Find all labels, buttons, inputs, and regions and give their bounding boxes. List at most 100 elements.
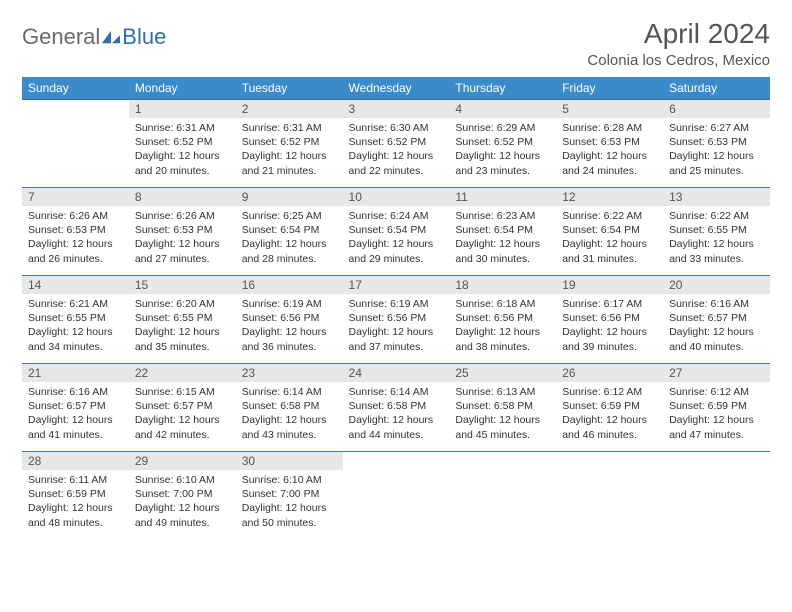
day-details: Sunrise: 6:26 AMSunset: 6:53 PMDaylight:… <box>22 206 129 270</box>
day-number: 19 <box>556 276 663 294</box>
location-label: Colonia los Cedros, Mexico <box>587 52 770 69</box>
day-number: 28 <box>22 452 129 470</box>
day-number: 2 <box>236 100 343 118</box>
calendar-cell: 15Sunrise: 6:20 AMSunset: 6:55 PMDayligh… <box>129 276 236 364</box>
day-details: Sunrise: 6:12 AMSunset: 6:59 PMDaylight:… <box>556 382 663 446</box>
day-number: 14 <box>22 276 129 294</box>
day-details: Sunrise: 6:31 AMSunset: 6:52 PMDaylight:… <box>129 118 236 182</box>
calendar-cell: 30Sunrise: 6:10 AMSunset: 7:00 PMDayligh… <box>236 452 343 540</box>
day-number: 16 <box>236 276 343 294</box>
day-number: 29 <box>129 452 236 470</box>
calendar-head: SundayMondayTuesdayWednesdayThursdayFrid… <box>22 77 770 100</box>
day-details: Sunrise: 6:31 AMSunset: 6:52 PMDaylight:… <box>236 118 343 182</box>
calendar-cell: 12Sunrise: 6:22 AMSunset: 6:54 PMDayligh… <box>556 188 663 276</box>
day-details: Sunrise: 6:21 AMSunset: 6:55 PMDaylight:… <box>22 294 129 358</box>
day-number: 4 <box>449 100 556 118</box>
title-block: April 2024 Colonia los Cedros, Mexico <box>587 18 770 69</box>
calendar-cell <box>343 452 450 540</box>
day-number: 12 <box>556 188 663 206</box>
weekday-header: Thursday <box>449 77 556 100</box>
day-number: 15 <box>129 276 236 294</box>
calendar-cell: 24Sunrise: 6:14 AMSunset: 6:58 PMDayligh… <box>343 364 450 452</box>
calendar-cell: 22Sunrise: 6:15 AMSunset: 6:57 PMDayligh… <box>129 364 236 452</box>
day-number: 6 <box>663 100 770 118</box>
day-details: Sunrise: 6:29 AMSunset: 6:52 PMDaylight:… <box>449 118 556 182</box>
day-details: Sunrise: 6:15 AMSunset: 6:57 PMDaylight:… <box>129 382 236 446</box>
day-details: Sunrise: 6:22 AMSunset: 6:55 PMDaylight:… <box>663 206 770 270</box>
weekday-header: Wednesday <box>343 77 450 100</box>
calendar-cell: 1Sunrise: 6:31 AMSunset: 6:52 PMDaylight… <box>129 100 236 188</box>
calendar-cell <box>22 100 129 188</box>
weekday-header: Sunday <box>22 77 129 100</box>
calendar-cell: 6Sunrise: 6:27 AMSunset: 6:53 PMDaylight… <box>663 100 770 188</box>
calendar-cell: 26Sunrise: 6:12 AMSunset: 6:59 PMDayligh… <box>556 364 663 452</box>
calendar-cell <box>663 452 770 540</box>
calendar-cell: 16Sunrise: 6:19 AMSunset: 6:56 PMDayligh… <box>236 276 343 364</box>
calendar-cell: 21Sunrise: 6:16 AMSunset: 6:57 PMDayligh… <box>22 364 129 452</box>
calendar-cell: 27Sunrise: 6:12 AMSunset: 6:59 PMDayligh… <box>663 364 770 452</box>
day-number: 8 <box>129 188 236 206</box>
calendar-cell: 19Sunrise: 6:17 AMSunset: 6:56 PMDayligh… <box>556 276 663 364</box>
day-details: Sunrise: 6:10 AMSunset: 7:00 PMDaylight:… <box>129 470 236 534</box>
day-number: 7 <box>22 188 129 206</box>
calendar-cell: 9Sunrise: 6:25 AMSunset: 6:54 PMDaylight… <box>236 188 343 276</box>
day-number: 30 <box>236 452 343 470</box>
day-number: 25 <box>449 364 556 382</box>
calendar-cell: 17Sunrise: 6:19 AMSunset: 6:56 PMDayligh… <box>343 276 450 364</box>
calendar-cell: 4Sunrise: 6:29 AMSunset: 6:52 PMDaylight… <box>449 100 556 188</box>
logo-sail-icon <box>102 30 120 44</box>
calendar-cell: 28Sunrise: 6:11 AMSunset: 6:59 PMDayligh… <box>22 452 129 540</box>
logo: General Blue <box>22 18 166 50</box>
calendar-cell: 8Sunrise: 6:26 AMSunset: 6:53 PMDaylight… <box>129 188 236 276</box>
calendar-cell: 13Sunrise: 6:22 AMSunset: 6:55 PMDayligh… <box>663 188 770 276</box>
day-number: 21 <box>22 364 129 382</box>
day-details: Sunrise: 6:12 AMSunset: 6:59 PMDaylight:… <box>663 382 770 446</box>
calendar-cell: 2Sunrise: 6:31 AMSunset: 6:52 PMDaylight… <box>236 100 343 188</box>
calendar-cell: 10Sunrise: 6:24 AMSunset: 6:54 PMDayligh… <box>343 188 450 276</box>
day-number: 23 <box>236 364 343 382</box>
day-details: Sunrise: 6:20 AMSunset: 6:55 PMDaylight:… <box>129 294 236 358</box>
day-number: 24 <box>343 364 450 382</box>
calendar-cell <box>449 452 556 540</box>
day-details: Sunrise: 6:10 AMSunset: 7:00 PMDaylight:… <box>236 470 343 534</box>
calendar-cell: 29Sunrise: 6:10 AMSunset: 7:00 PMDayligh… <box>129 452 236 540</box>
weekday-header: Saturday <box>663 77 770 100</box>
day-number: 18 <box>449 276 556 294</box>
calendar-cell: 11Sunrise: 6:23 AMSunset: 6:54 PMDayligh… <box>449 188 556 276</box>
day-details: Sunrise: 6:19 AMSunset: 6:56 PMDaylight:… <box>343 294 450 358</box>
day-details: Sunrise: 6:28 AMSunset: 6:53 PMDaylight:… <box>556 118 663 182</box>
calendar-cell: 14Sunrise: 6:21 AMSunset: 6:55 PMDayligh… <box>22 276 129 364</box>
logo-text-2: Blue <box>122 24 166 50</box>
calendar-cell: 7Sunrise: 6:26 AMSunset: 6:53 PMDaylight… <box>22 188 129 276</box>
day-details: Sunrise: 6:16 AMSunset: 6:57 PMDaylight:… <box>22 382 129 446</box>
calendar-cell: 5Sunrise: 6:28 AMSunset: 6:53 PMDaylight… <box>556 100 663 188</box>
day-number: 10 <box>343 188 450 206</box>
calendar-page: General Blue April 2024 Colonia los Cedr… <box>0 0 792 540</box>
month-title: April 2024 <box>587 18 770 50</box>
day-details: Sunrise: 6:14 AMSunset: 6:58 PMDaylight:… <box>343 382 450 446</box>
day-details: Sunrise: 6:22 AMSunset: 6:54 PMDaylight:… <box>556 206 663 270</box>
day-number: 20 <box>663 276 770 294</box>
day-details: Sunrise: 6:17 AMSunset: 6:56 PMDaylight:… <box>556 294 663 358</box>
day-details: Sunrise: 6:18 AMSunset: 6:56 PMDaylight:… <box>449 294 556 358</box>
day-number: 17 <box>343 276 450 294</box>
day-number: 26 <box>556 364 663 382</box>
day-details: Sunrise: 6:11 AMSunset: 6:59 PMDaylight:… <box>22 470 129 534</box>
weekday-header: Friday <box>556 77 663 100</box>
day-details: Sunrise: 6:23 AMSunset: 6:54 PMDaylight:… <box>449 206 556 270</box>
day-details: Sunrise: 6:19 AMSunset: 6:56 PMDaylight:… <box>236 294 343 358</box>
day-details: Sunrise: 6:30 AMSunset: 6:52 PMDaylight:… <box>343 118 450 182</box>
day-number: 1 <box>129 100 236 118</box>
day-details: Sunrise: 6:25 AMSunset: 6:54 PMDaylight:… <box>236 206 343 270</box>
day-number: 3 <box>343 100 450 118</box>
day-details: Sunrise: 6:16 AMSunset: 6:57 PMDaylight:… <box>663 294 770 358</box>
calendar-table: SundayMondayTuesdayWednesdayThursdayFrid… <box>22 77 770 540</box>
day-number: 13 <box>663 188 770 206</box>
day-details: Sunrise: 6:27 AMSunset: 6:53 PMDaylight:… <box>663 118 770 182</box>
day-details: Sunrise: 6:26 AMSunset: 6:53 PMDaylight:… <box>129 206 236 270</box>
calendar-cell: 25Sunrise: 6:13 AMSunset: 6:58 PMDayligh… <box>449 364 556 452</box>
page-header: General Blue April 2024 Colonia los Cedr… <box>22 18 770 69</box>
day-details: Sunrise: 6:13 AMSunset: 6:58 PMDaylight:… <box>449 382 556 446</box>
day-number: 27 <box>663 364 770 382</box>
weekday-header: Tuesday <box>236 77 343 100</box>
